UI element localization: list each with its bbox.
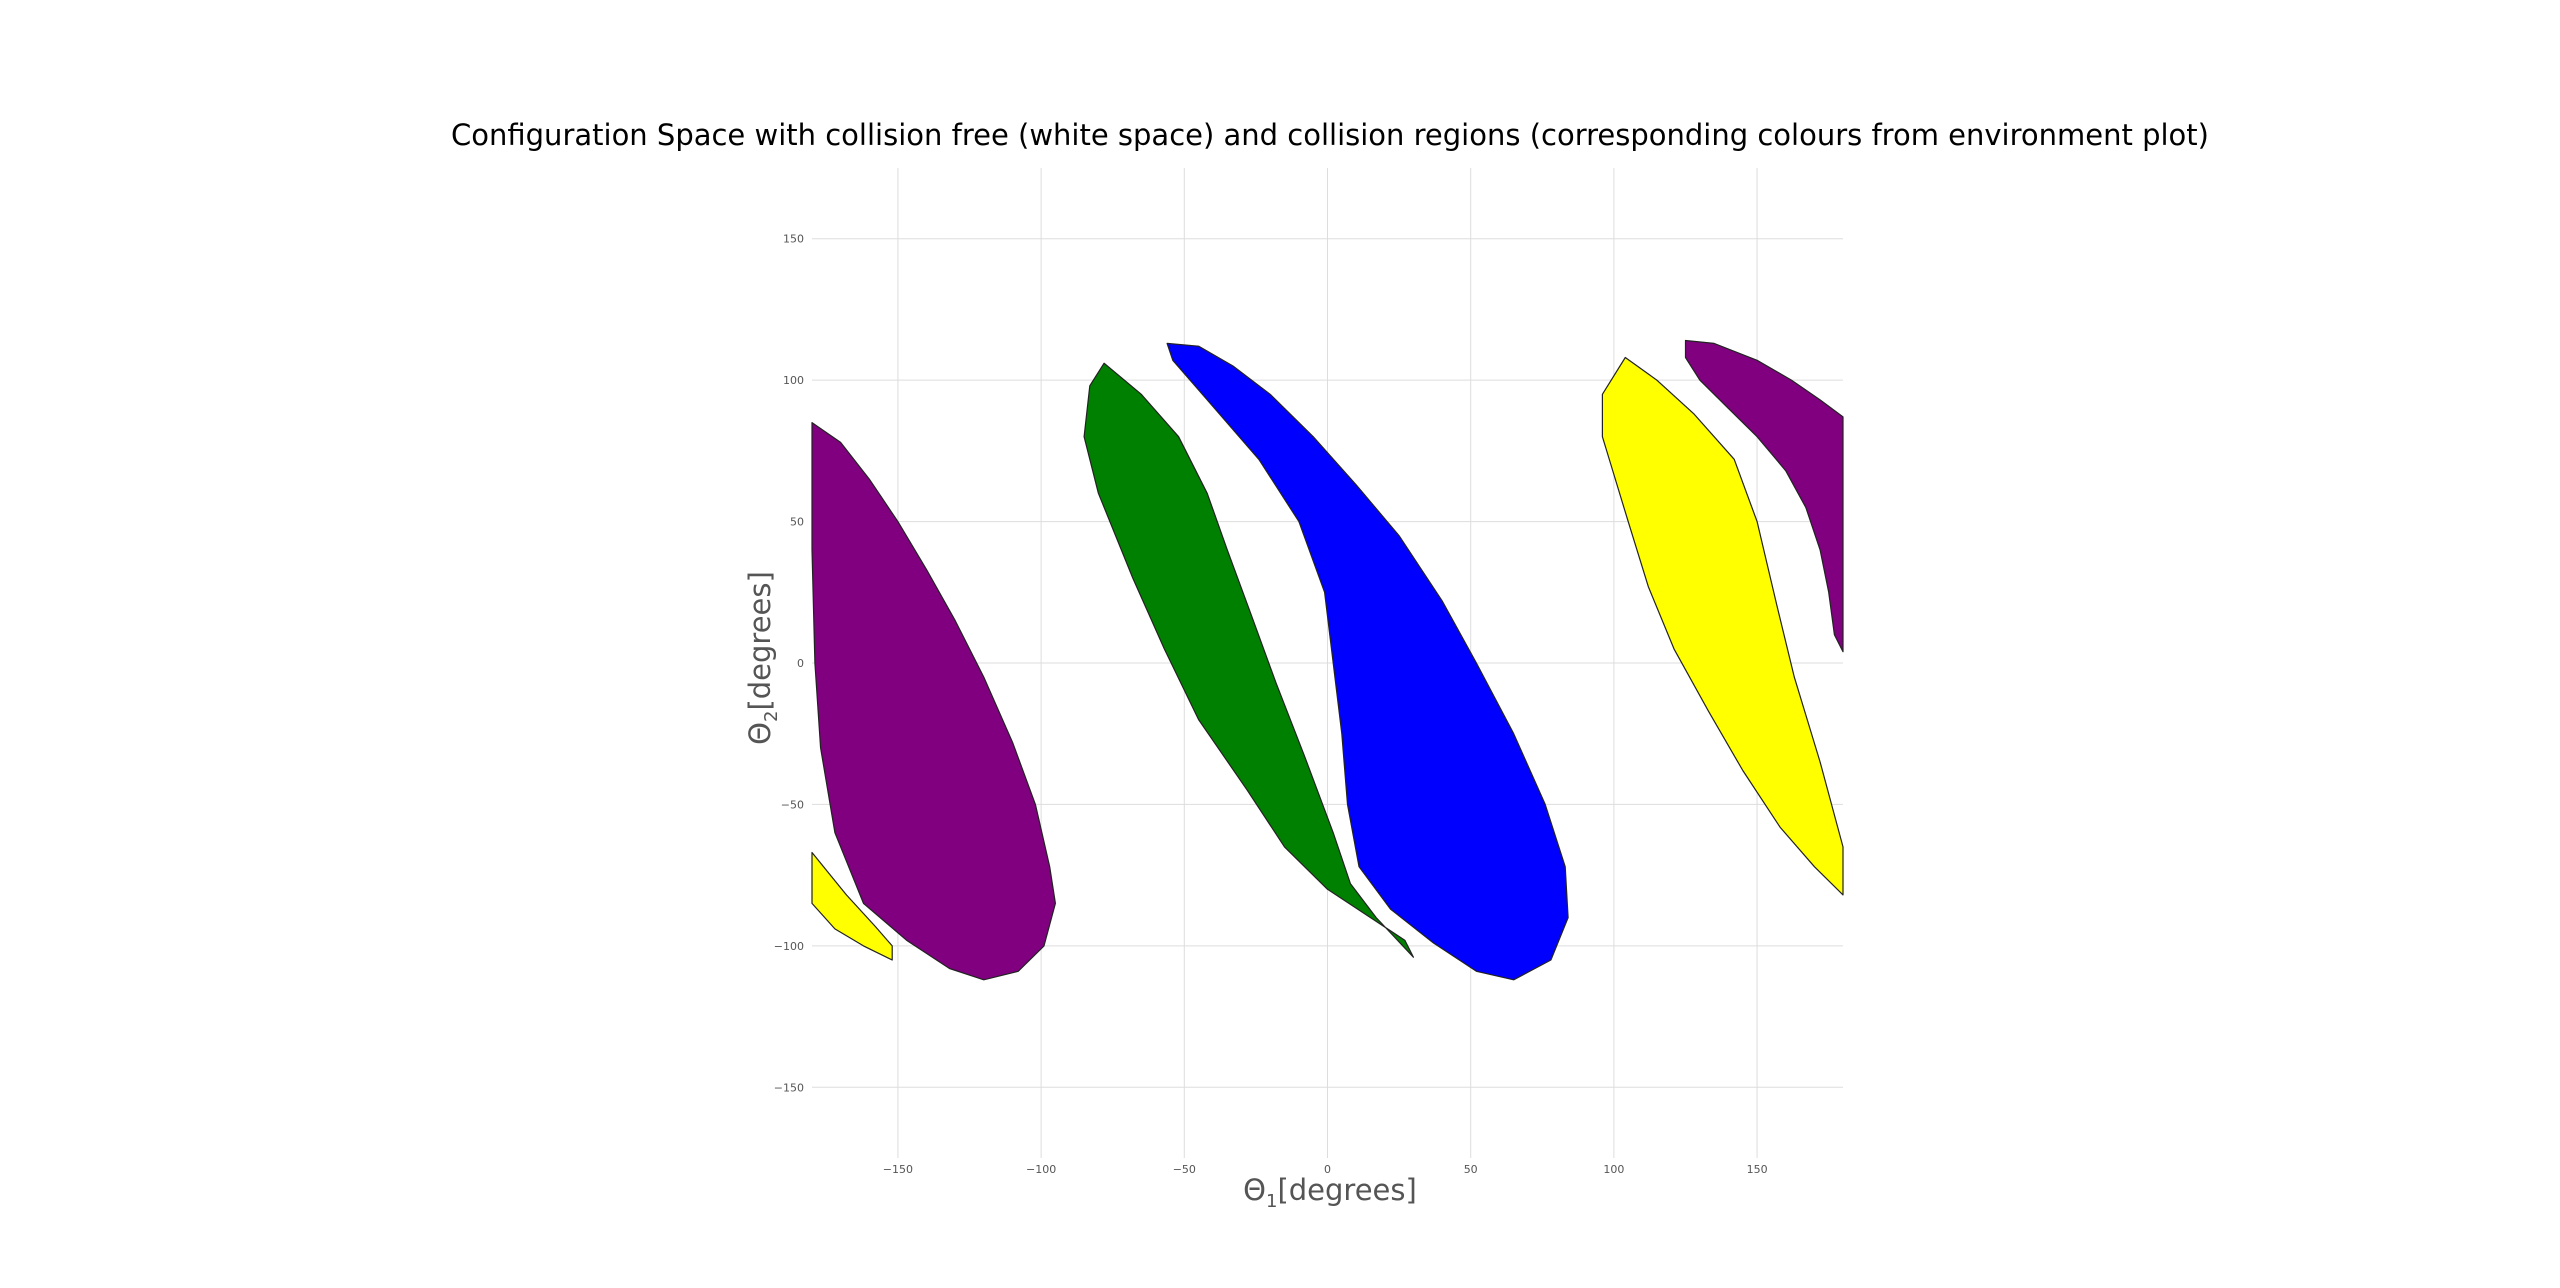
collision-region-green (1083, 362, 1415, 958)
y-tick-label: −50 (781, 798, 804, 811)
y-axis-label: Θ2[degrees] (743, 571, 782, 745)
y-tick-label: −100 (774, 940, 804, 953)
x-tick-label: −100 (1026, 1163, 1056, 1176)
x-tick-label: 50 (1464, 1163, 1478, 1176)
x-axis-label: Θ1[degrees] (1243, 1173, 1417, 1212)
y-tick-label: 50 (790, 516, 804, 529)
collision-region-yellow (811, 851, 893, 961)
collision-region-yellow (1601, 356, 1844, 896)
region-layer (811, 339, 1844, 981)
y-tick-label: −150 (774, 1081, 804, 1094)
x-tick-label: 150 (1747, 1163, 1768, 1176)
y-tick-label: 150 (783, 233, 804, 246)
y-tick-label: 100 (783, 374, 804, 387)
x-tick-label: −50 (1173, 1163, 1196, 1176)
x-tick-label: −150 (883, 1163, 913, 1176)
tick-layer: −150 −100 −50 0 50 100 150 −150 −100 −50 0 50 100 150 (774, 233, 1768, 1176)
x-tick-label: 0 (1324, 1163, 1331, 1176)
collision-region-purple (1684, 339, 1844, 653)
collision-region-purple (811, 422, 1057, 981)
x-tick-label: 100 (1603, 1163, 1624, 1176)
y-tick-label: 0 (797, 657, 804, 670)
collision-region-blue (1166, 342, 1569, 981)
chart-title: Configuration Space with collision free … (451, 118, 2209, 152)
